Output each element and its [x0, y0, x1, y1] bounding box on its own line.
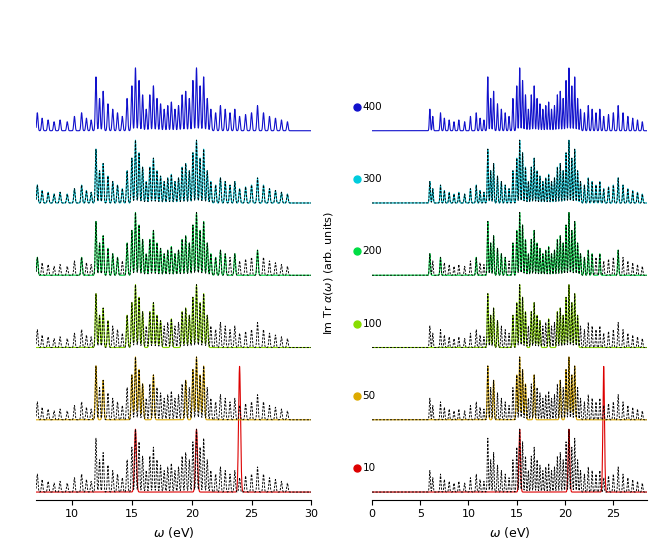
- Text: 300: 300: [363, 174, 382, 184]
- Text: 100: 100: [363, 319, 382, 329]
- Text: 400: 400: [363, 102, 382, 112]
- Text: 10: 10: [363, 463, 376, 473]
- X-axis label: $\omega$ (eV): $\omega$ (eV): [153, 525, 194, 540]
- X-axis label: $\omega$ (eV): $\omega$ (eV): [489, 525, 530, 540]
- Text: Im Tr $\alpha(\omega)$ (arb. units): Im Tr $\alpha(\omega)$ (arb. units): [322, 211, 335, 335]
- Text: 200: 200: [363, 246, 382, 257]
- Text: 50: 50: [363, 391, 376, 401]
